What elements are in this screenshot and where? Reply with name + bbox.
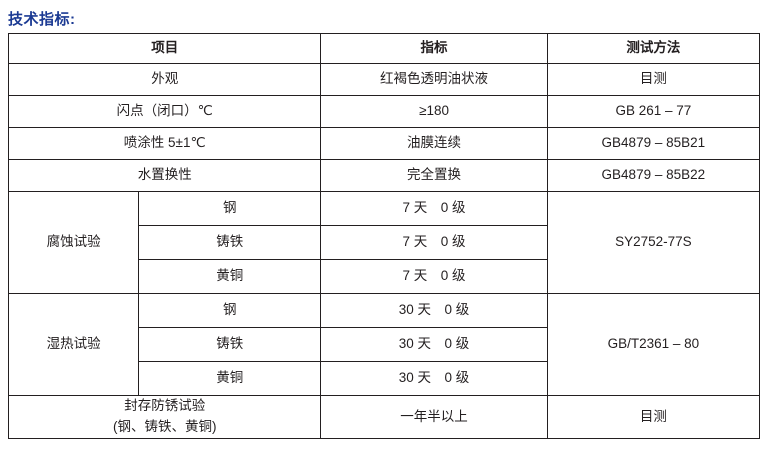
cell-index: 油膜连续 [320,127,548,160]
cell-material: 钢 [138,293,322,328]
page-title: 技术指标: [8,11,76,28]
cell-index: 7 天 0 级 [320,225,548,260]
cell-method: 目测 [546,63,761,96]
table-row: 铸铁 30 天 0 级 [9,327,760,362]
cell-index: 30 天 0 级 [320,327,548,362]
header-method: 测试方法 [546,33,761,64]
cell-index: ≥180 [320,95,548,128]
cell-method: GB 261 – 77 [546,95,761,128]
cell-method: GB4879 – 85B22 [546,159,761,192]
cell-index: 30 天 0 级 [320,361,548,396]
table-row: 黄铜 7 天 0 级 [9,259,760,294]
cell-method: GB/T2361 – 80 [546,293,761,396]
table-row: 外观 红褐色透明油状液 目测 [7,63,761,96]
table-row: 水置换性 完全置换 GB4879 – 85B22 [7,159,761,192]
final-item-line2: (钢、铸铁、黄铜) [112,418,217,434]
table-row: 腐蚀试验 钢 7 天 0 级 SY2752-77S [7,191,761,294]
table-row: 湿热试验 钢 30 天 0 级 GB/T2361 – 80 [7,293,761,396]
header-index: 指标 [320,33,548,64]
cell-item: 外观 [7,63,322,96]
technical-spec-table: 项目 指标 测试方法 外观 红褐色透明油状液 目测 闪点（闭口）℃ ≥180 G… [7,33,761,439]
cell-index: 7 天 0 级 [320,259,548,294]
cell-index: 红褐色透明油状液 [320,63,548,96]
cell-method: SY2752-77S [546,191,761,294]
cell-index: 完全置换 [320,159,548,192]
header-item: 项目 [7,33,322,64]
cell-index: 7 天 0 级 [320,191,548,226]
cell-material: 铸铁 [138,327,322,362]
cell-method: GB4879 – 85B21 [546,127,761,160]
cell-item: 水置换性 [7,159,322,192]
cell-method: 目测 [546,395,761,439]
table-row: 喷涂性 5±1℃ 油膜连续 GB4879 – 85B21 [7,127,761,160]
table-row: 黄铜 30 天 0 级 [9,361,760,396]
table-header-row: 项目 指标 测试方法 [7,33,761,64]
cell-item-final: 封存防锈试验 (钢、铸铁、黄铜) [7,395,322,439]
table-row-final: 封存防锈试验 (钢、铸铁、黄铜) 一年半以上 目测 [7,395,761,439]
final-item-line1: 封存防锈试验 [124,398,206,413]
table-row: 铸铁 7 天 0 级 [9,225,760,260]
cell-item: 喷涂性 5±1℃ [7,127,322,160]
table-row: 闪点（闭口）℃ ≥180 GB 261 – 77 [7,95,761,128]
cell-material: 黄铜 [138,361,322,396]
cell-material: 钢 [138,191,322,226]
group-label-humidity: 湿热试验 [7,293,140,396]
cell-index: 一年半以上 [320,395,548,439]
group-label-corrosion: 腐蚀试验 [7,191,140,294]
cell-index: 30 天 0 级 [320,293,548,328]
cell-material: 黄铜 [138,259,322,294]
cell-material: 铸铁 [138,225,322,260]
cell-item: 闪点（闭口）℃ [7,95,322,128]
